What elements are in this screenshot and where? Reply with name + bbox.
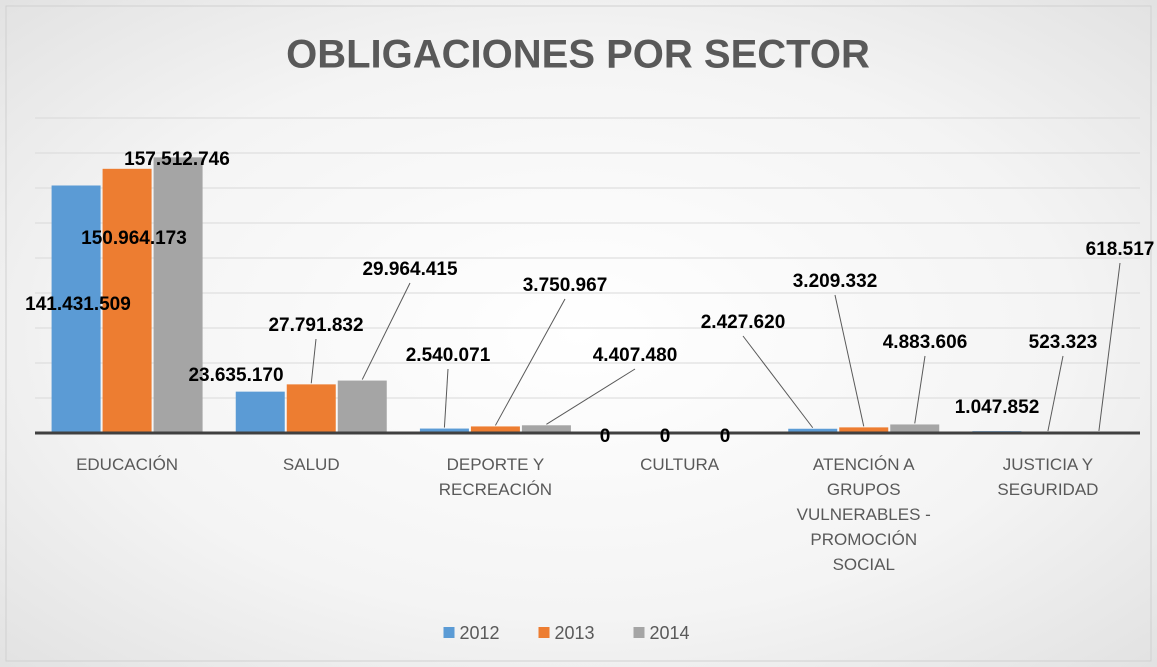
x-tick-label: CULTURA [640,455,720,474]
legend-swatch [633,627,645,638]
leader-line [546,368,636,425]
leader-line [914,355,926,424]
data-label: 2.427.620 [701,312,786,333]
x-tick-label: EDUCACIÓN [76,455,179,474]
x-tick-label: ATENCIÓN A GRUPOS VULNERABLES - PROMOCIÓ… [796,455,931,574]
leader-line [742,335,814,429]
leader-line [361,282,411,380]
chart-title: OBLIGACIONES POR SECTOR [286,33,870,77]
data-label: 4.407.480 [593,345,678,366]
bar [419,428,469,433]
leader-line [1047,355,1064,432]
data-label: 1.047.852 [955,397,1040,418]
bar [839,427,889,433]
data-label: 618.517 [1086,239,1155,260]
data-label: 4.883.606 [883,332,968,353]
leader-line [494,298,566,426]
data-label: 0 [720,426,731,447]
data-label: 0 [600,426,611,447]
bar [788,428,838,433]
data-label: 0 [660,426,671,447]
data-label: 523.323 [1029,332,1098,353]
leader-line [443,368,449,428]
data-label: 3.750.967 [523,275,608,296]
chart-border [5,5,1152,662]
legend-label: 2012 [460,623,500,643]
x-tick-label: JUSTICIA Y SEGURIDAD [997,455,1099,499]
data-label: 157.512.746 [124,149,230,170]
data-label: 3.209.332 [793,271,878,292]
legend-swatch [538,627,550,638]
bar [235,391,285,433]
data-label: 23.635.170 [188,365,283,386]
x-tick-label: SALUD [282,455,340,474]
x-tick-label: DEPORTE Y RECREACIÓN [438,455,553,499]
bar [337,380,387,433]
legend-swatch [443,627,455,638]
leader-line [310,338,317,384]
bar [470,426,520,433]
data-label: 141.431.509 [25,294,131,315]
leader-line [1098,262,1121,431]
bar [890,424,940,433]
bar [286,384,336,433]
bar [521,425,571,433]
data-label: 150.964.173 [81,228,187,249]
data-label: 27.791.832 [268,315,363,336]
bar [51,185,101,433]
legend-label: 2014 [650,623,690,643]
bar [153,157,203,433]
leader-line [834,294,865,427]
legend-label: 2013 [555,623,595,643]
data-label: 2.540.071 [406,345,491,366]
bar [102,168,152,434]
data-label: 29.964.415 [362,259,458,280]
